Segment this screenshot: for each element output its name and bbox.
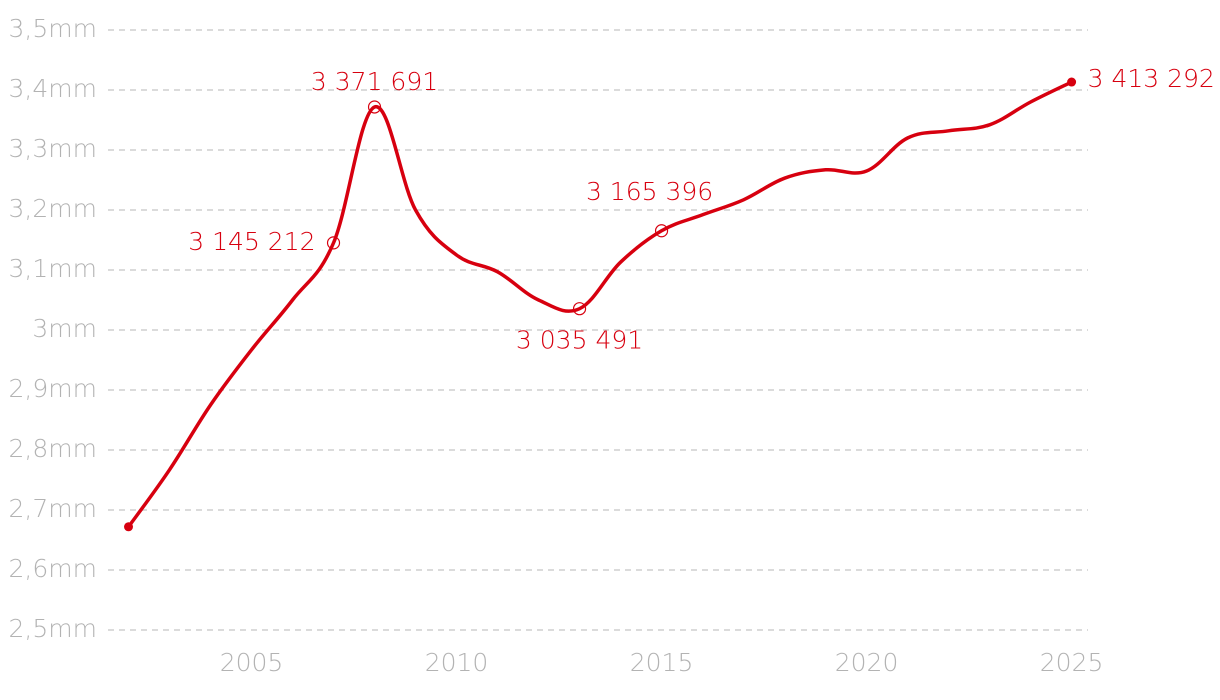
end-point bbox=[1067, 77, 1077, 87]
y-tick-label: 3,3mm bbox=[9, 134, 97, 163]
value-label: 3 035 491 bbox=[516, 326, 643, 355]
point-marker bbox=[654, 224, 669, 238]
line bbox=[127, 80, 1073, 528]
y-tick-label: 2,6mm bbox=[9, 554, 97, 583]
y-tick-label: 3mm bbox=[32, 314, 97, 343]
x-tick-label: 2020 bbox=[835, 648, 899, 677]
y-tick-label: 2,5mm bbox=[9, 614, 97, 643]
value-label: 3 165 396 bbox=[586, 177, 713, 206]
end-point bbox=[124, 522, 134, 532]
y-tick-label: 2,9mm bbox=[9, 374, 97, 403]
value-label: 3 371 691 bbox=[311, 67, 438, 96]
point-marker bbox=[326, 236, 341, 250]
point-marker bbox=[572, 302, 587, 316]
y-tick-label: 3,1mm bbox=[9, 254, 97, 283]
y-tick-label: 2,7mm bbox=[9, 494, 97, 523]
x-tick-label: 2005 bbox=[220, 648, 284, 677]
y-tick-label: 3,5mm bbox=[9, 14, 97, 43]
x-tick-label: 2010 bbox=[425, 648, 489, 677]
y-tick-label: 3,2mm bbox=[9, 194, 97, 223]
y-tick-label: 3,4mm bbox=[9, 74, 97, 103]
value-label: 3 413 292 bbox=[1088, 64, 1215, 93]
y-tick-label: 2,8mm bbox=[9, 434, 97, 463]
value-label: 3 145 212 bbox=[188, 227, 315, 256]
point-marker bbox=[367, 100, 382, 114]
x-tick-label: 2015 bbox=[630, 648, 694, 677]
x-tick-label: 2025 bbox=[1040, 648, 1104, 677]
